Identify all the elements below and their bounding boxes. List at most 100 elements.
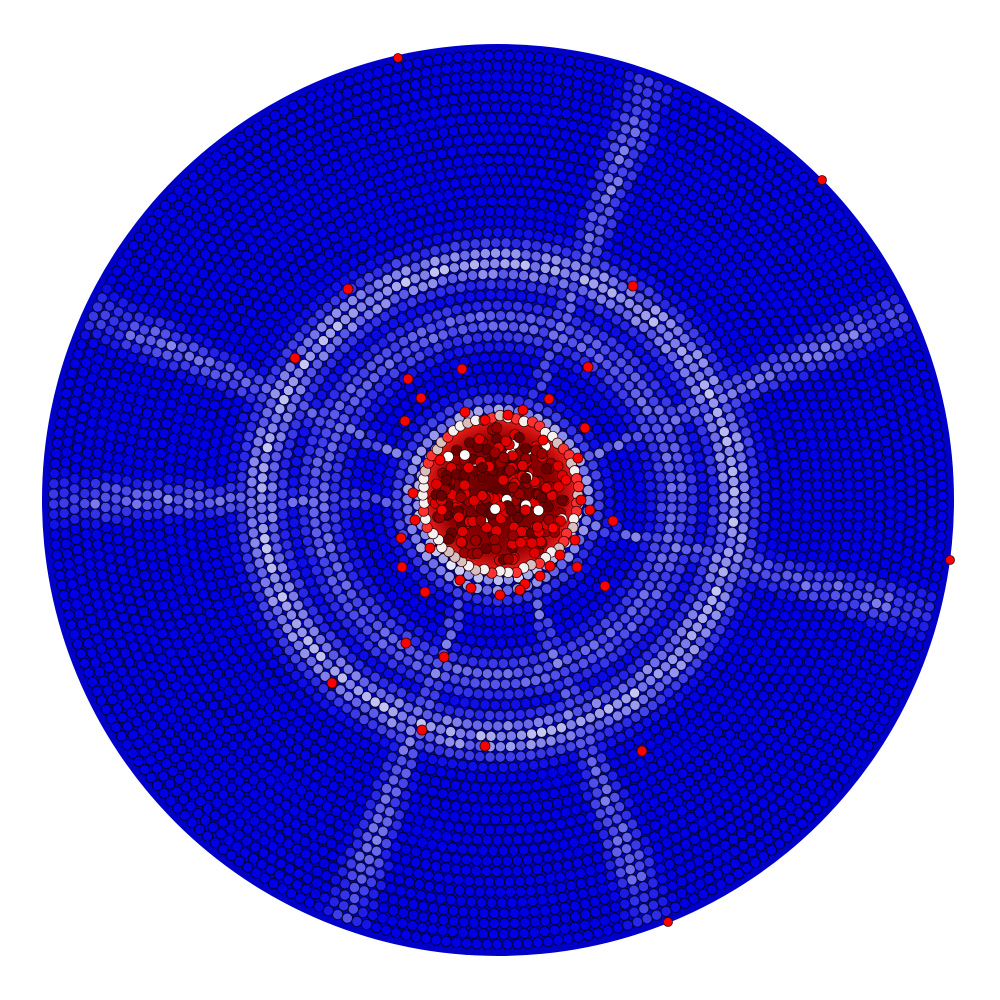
field-dot [835,637,847,649]
field-dot [684,593,696,605]
field-dot [862,457,874,469]
field-dot [858,559,870,571]
field-dot [645,597,657,609]
field-dot [386,590,398,602]
field-dot [393,874,406,886]
field-dot [501,803,513,815]
field-dot [569,684,581,696]
field-dot [141,579,153,591]
field-dot [123,361,135,374]
field-dot [465,375,478,387]
field-dot [100,481,112,493]
field-dot [314,446,326,458]
field-dot [369,696,381,708]
field-dot [115,554,127,566]
field-dot [320,521,332,534]
field-dot [694,393,706,405]
field-dot [666,492,678,504]
field-dot [649,710,662,723]
field-dot [633,292,646,304]
field-dot [219,546,231,558]
field-dot [872,531,884,543]
field-dot [352,557,365,570]
field-dot [648,642,661,655]
field-dot [287,631,299,643]
field-dot [778,579,791,591]
field-dot [577,207,589,220]
field-dot [307,315,319,328]
field-dot [673,590,685,602]
field-dot [662,627,674,639]
field-dot [526,770,539,782]
field-dot [632,521,644,533]
field-dot [215,465,228,477]
field-dot [205,378,218,390]
field-dot [601,601,613,614]
field-dot [606,450,618,462]
field-dot [733,441,745,453]
field-dot [823,351,836,363]
field-dot [449,251,461,263]
field-dot [456,843,469,855]
field-dot [623,478,636,491]
field-dot [587,156,600,169]
field-dot [629,371,642,383]
field-dot [664,471,677,484]
field-dot [639,422,651,435]
field-dot [324,611,336,624]
field-dot [482,605,494,617]
field-dot [754,588,766,600]
field-dot [427,277,439,290]
field-dot [617,822,629,834]
field-dot [362,809,374,821]
field-dot [540,693,552,706]
field-dot [564,869,577,881]
field-dot [794,429,807,442]
field-dot [686,629,698,642]
field-dot [460,801,472,814]
field-dot [225,512,237,524]
field-dot [696,512,709,524]
field-dot [512,227,524,239]
field-dot [339,391,351,403]
field-dot [614,744,626,756]
field-dot [537,146,550,158]
field-dot [322,658,334,670]
field-dot [602,838,614,850]
field-dot [775,398,787,410]
field-dot [485,372,498,384]
field-dot [549,669,562,681]
field-dot [614,342,626,354]
field-dot [622,519,634,531]
field-dot [85,568,98,581]
field-dot [370,493,382,505]
field-dot [560,107,573,120]
field-dot [333,399,346,412]
field-dot [548,840,560,852]
field-dot [167,554,180,566]
field-dot [278,519,290,531]
field-dot [894,480,907,492]
field-dot [235,511,248,524]
field-dot [730,397,742,409]
field-dot [383,516,395,529]
field-dot [380,542,392,555]
field-dot [260,542,273,555]
field-dot [600,117,612,129]
field-dot [633,849,645,861]
field-dot [441,660,453,673]
field-dot [856,347,868,360]
field-dot [849,630,861,642]
field-dot [139,417,151,429]
field-dot [590,114,603,126]
field-dot [548,275,560,287]
field-dot [489,101,502,114]
field-dot [629,356,641,368]
field-dot [599,617,612,630]
field-dot [364,529,377,542]
field-dot [405,714,418,726]
field-dot [728,421,740,433]
field-dot [144,448,156,461]
field-dot [409,341,421,353]
field-dot [475,771,488,784]
